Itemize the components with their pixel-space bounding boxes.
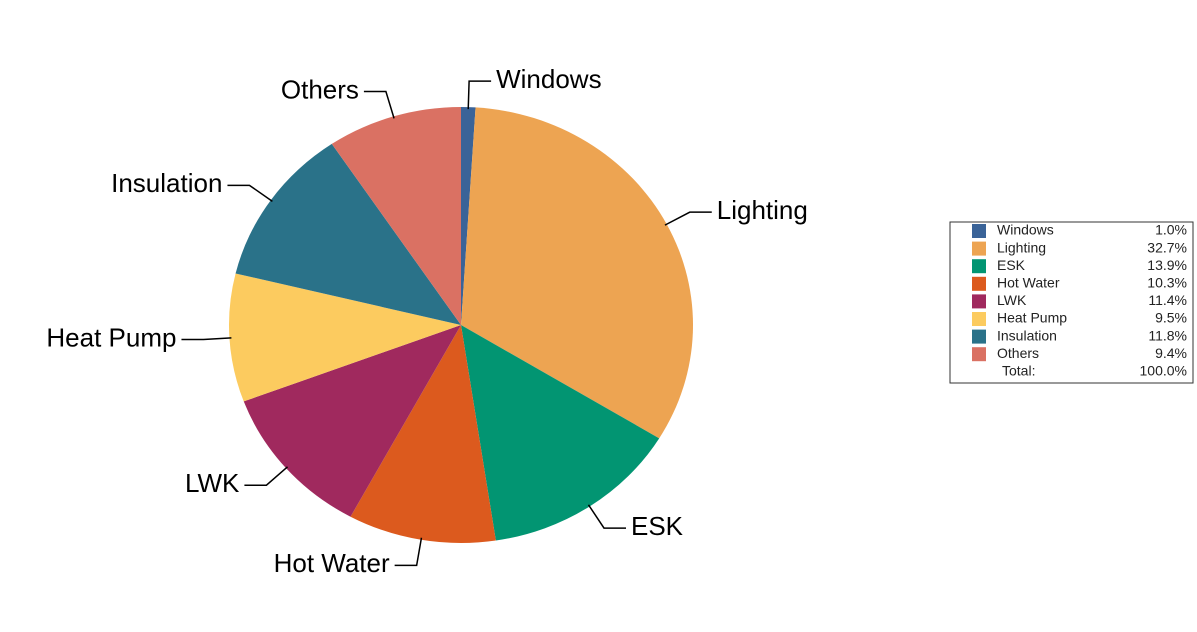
pie-slice: [461, 107, 694, 439]
legend-total-label: Total:: [1002, 363, 1035, 379]
slice-label: Windows: [496, 64, 601, 94]
pie-slice: [235, 143, 461, 325]
legend-swatch: [972, 347, 986, 362]
slice-label: Heat Pump: [46, 322, 176, 352]
slice-label: Lighting: [717, 195, 808, 225]
legend-box: [949, 221, 1194, 384]
legend-swatch: [972, 329, 986, 344]
leader-line: [227, 184, 273, 202]
legend-swatch: [972, 259, 986, 274]
slice-label: Insulation: [111, 168, 222, 198]
legend-value: 1.0%: [1155, 222, 1187, 238]
legend-label: Hot Water: [997, 275, 1060, 291]
legend-label: ESK: [997, 257, 1026, 273]
leader-line: [664, 211, 712, 226]
slice-label: Others: [281, 74, 359, 104]
leader-line: [244, 466, 289, 486]
legend-value: 13.9%: [1147, 257, 1187, 273]
leader-line: [587, 504, 626, 529]
legend-label: Windows: [997, 222, 1054, 238]
legend-label: Heat Pump: [997, 310, 1067, 326]
slice-label: LWK: [185, 468, 240, 498]
leader-line: [363, 90, 395, 119]
legend-value: 11.8%: [1148, 327, 1187, 343]
slice-label: Hot Water: [274, 548, 390, 578]
leader-line: [181, 337, 232, 341]
slice-label: ESK: [631, 511, 684, 541]
pie-slice: [461, 107, 476, 325]
legend-value: 9.5%: [1155, 310, 1187, 326]
pie-slice: [228, 273, 461, 402]
pie-slice: [350, 325, 496, 543]
leader-line: [394, 537, 423, 567]
leader-line: [467, 80, 492, 110]
legend-value: 11.4%: [1148, 292, 1187, 308]
legend-swatch: [972, 241, 986, 256]
pie-slice: [461, 325, 660, 541]
legend-swatch: [972, 312, 986, 326]
legend-total-value: 100.0%: [1140, 363, 1187, 379]
legend-label: Others: [997, 345, 1039, 361]
legend-swatch: [972, 294, 986, 309]
legend-swatch: [972, 276, 986, 291]
legend-label: Insulation: [997, 327, 1057, 343]
legend-label: LWK: [997, 292, 1027, 308]
legend-value: 10.3%: [1147, 275, 1187, 291]
legend-value: 32.7%: [1147, 239, 1187, 255]
legend-value: 9.4%: [1155, 345, 1187, 361]
pie-slice: [243, 325, 461, 517]
legend-swatch: [972, 224, 986, 238]
legend-label: Lighting: [997, 239, 1046, 255]
pie-slice: [331, 107, 461, 325]
